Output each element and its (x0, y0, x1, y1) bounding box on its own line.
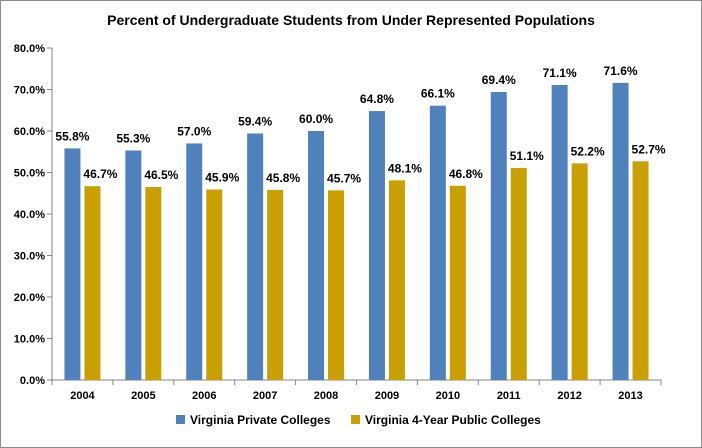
bar-series-1 (247, 133, 264, 380)
x-tick-label: 2012 (557, 390, 581, 402)
y-tick-label: 40.0% (14, 209, 45, 221)
data-label: 46.7% (83, 167, 117, 181)
legend: Virginia Private Colleges Virginia 4-Year… (176, 413, 541, 427)
bar-series-1 (612, 82, 629, 381)
data-label: 71.1% (543, 66, 577, 80)
data-label: 57.0% (177, 124, 211, 138)
bar-series-2 (510, 167, 527, 380)
y-tick-label: 50.0% (14, 168, 45, 180)
bar-series-1 (429, 105, 446, 380)
bar-series-1 (125, 150, 142, 380)
bar-series-2 (84, 186, 101, 380)
data-label: 51.1% (510, 149, 544, 163)
x-tick-label: 2010 (436, 390, 460, 402)
x-tick-label: 2007 (253, 390, 277, 402)
bar-series-1 (551, 84, 568, 380)
x-tick-label: 2005 (131, 390, 155, 402)
x-tick-label: 2013 (618, 390, 642, 402)
bar-series-1 (308, 131, 325, 380)
bar-series-1 (490, 91, 507, 381)
y-tick-label: 30.0% (14, 251, 45, 263)
bar-series-2 (328, 190, 345, 380)
data-label: 45.7% (327, 171, 361, 185)
legend-label-2: Virginia 4-Year Public Colleges (365, 413, 541, 427)
legend-swatch-2 (351, 415, 360, 424)
bar-series-2 (449, 185, 466, 380)
bar-series-2 (388, 180, 405, 380)
bar-series-1 (64, 148, 81, 380)
x-tick-label: 2009 (375, 390, 399, 402)
data-label: 71.6% (604, 64, 638, 78)
x-tick-label: 2008 (314, 390, 338, 402)
x-tick-label: 2006 (192, 390, 216, 402)
x-tick-label: 2011 (497, 390, 521, 402)
bar-series-1 (186, 143, 203, 380)
legend-swatch-1 (176, 415, 185, 424)
data-label: 48.1% (388, 161, 422, 175)
y-tick-label: 10.0% (14, 334, 45, 346)
data-label: 55.3% (116, 132, 150, 146)
bar-series-2 (206, 189, 223, 380)
data-label: 46.8% (449, 167, 483, 181)
y-tick-label: 20.0% (14, 292, 45, 304)
legend-label-1: Virginia Private Colleges (190, 413, 331, 427)
data-label: 52.7% (632, 142, 666, 156)
data-label: 59.4% (238, 114, 272, 128)
data-label: 64.8% (360, 92, 394, 106)
data-label: 52.2% (571, 144, 605, 158)
bar-series-2 (145, 187, 162, 380)
y-tick-label: 60.0% (14, 126, 45, 138)
axes: 0.0% 10.0% 20.0% 30.0% 40.0% 50.0% 60.0% 70.0% 8… (14, 43, 662, 402)
data-label: 45.9% (205, 171, 239, 185)
bar-series-2 (571, 163, 588, 380)
bar-series-2 (267, 189, 284, 380)
data-label: 69.4% (482, 73, 516, 87)
x-tick-label: 2004 (70, 390, 95, 402)
data-label: 55.8% (55, 129, 89, 143)
data-label: 60.0% (299, 112, 333, 126)
bar-series-1 (368, 111, 385, 380)
y-tick-label: 80.0% (14, 43, 45, 55)
data-label: 66.1% (421, 87, 455, 101)
chart-title: Percent of Undergraduate Students from U… (107, 12, 595, 28)
bar-series-2 (632, 161, 649, 380)
bars: 55.8% 55.3% 57.0% 59.4% 60.0% 64.8% 66.1% 69.4%… (55, 64, 666, 381)
y-tick-label: 0.0% (20, 375, 45, 387)
y-tick-label: 70.0% (14, 85, 45, 97)
data-label: 46.5% (144, 168, 178, 182)
data-label: 45.8% (266, 171, 300, 185)
